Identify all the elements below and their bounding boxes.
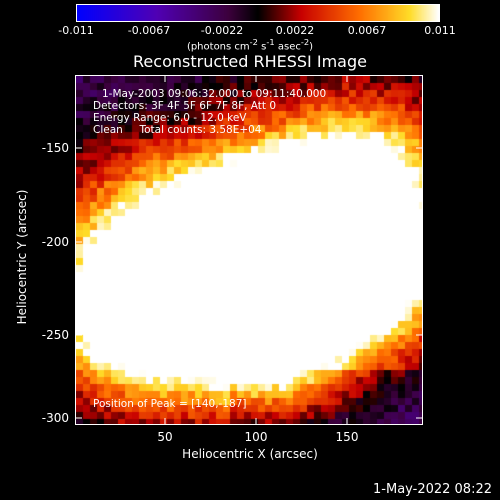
rhessi-image bbox=[76, 76, 422, 424]
y-tick-label: -200 bbox=[41, 235, 69, 249]
x-axis-label: Heliocentric X (arcsec) bbox=[182, 447, 318, 461]
colorbar-tick-label: 0.011 bbox=[424, 24, 456, 37]
time-range-text: 1-May-2003 09:06:32.000 to 09:11:40.000 bbox=[102, 88, 327, 100]
colorbar-units: (photons cm-2 s-1 asec-2) bbox=[186, 37, 314, 53]
colorbar-tick-label: -0.0067 bbox=[127, 24, 171, 37]
y-tick-label: -150 bbox=[41, 141, 69, 155]
colorbar-tick-label: 0.0022 bbox=[275, 24, 315, 37]
x-tick-label: 150 bbox=[335, 430, 359, 444]
colorbar bbox=[76, 4, 440, 22]
y-tick-label: -250 bbox=[41, 328, 69, 342]
clean-counts-text: Clean Total counts: 3.58E+04 bbox=[93, 124, 262, 136]
x-tick-label: 50 bbox=[157, 430, 173, 444]
x-tick-label: 100 bbox=[244, 430, 268, 444]
footer-date: 1-May-2022 08:22 bbox=[373, 482, 492, 497]
detectors-text: Detectors: 3F 4F 5F 6F 7F 8F, Att 0 bbox=[93, 100, 277, 112]
colorbar-tick-label: -0.0022 bbox=[200, 24, 244, 37]
colorbar-tick-label: -0.011 bbox=[58, 24, 94, 37]
plot-title: Reconstructed RHESSI Image bbox=[133, 52, 367, 71]
peak-position-text: Position of Peak = [140,-187] bbox=[93, 398, 247, 410]
colorbar-tick-label: 0.0067 bbox=[347, 24, 387, 37]
image-plot: 1-May-2003 09:06:32.000 to 09:11:40.000 … bbox=[75, 75, 423, 425]
y-axis-label: Heliocentric Y (arcsec) bbox=[15, 189, 29, 325]
y-tick-label: -300 bbox=[41, 411, 69, 425]
energy-range-text: Energy Range: 6.0 - 12.0 keV bbox=[93, 112, 247, 124]
